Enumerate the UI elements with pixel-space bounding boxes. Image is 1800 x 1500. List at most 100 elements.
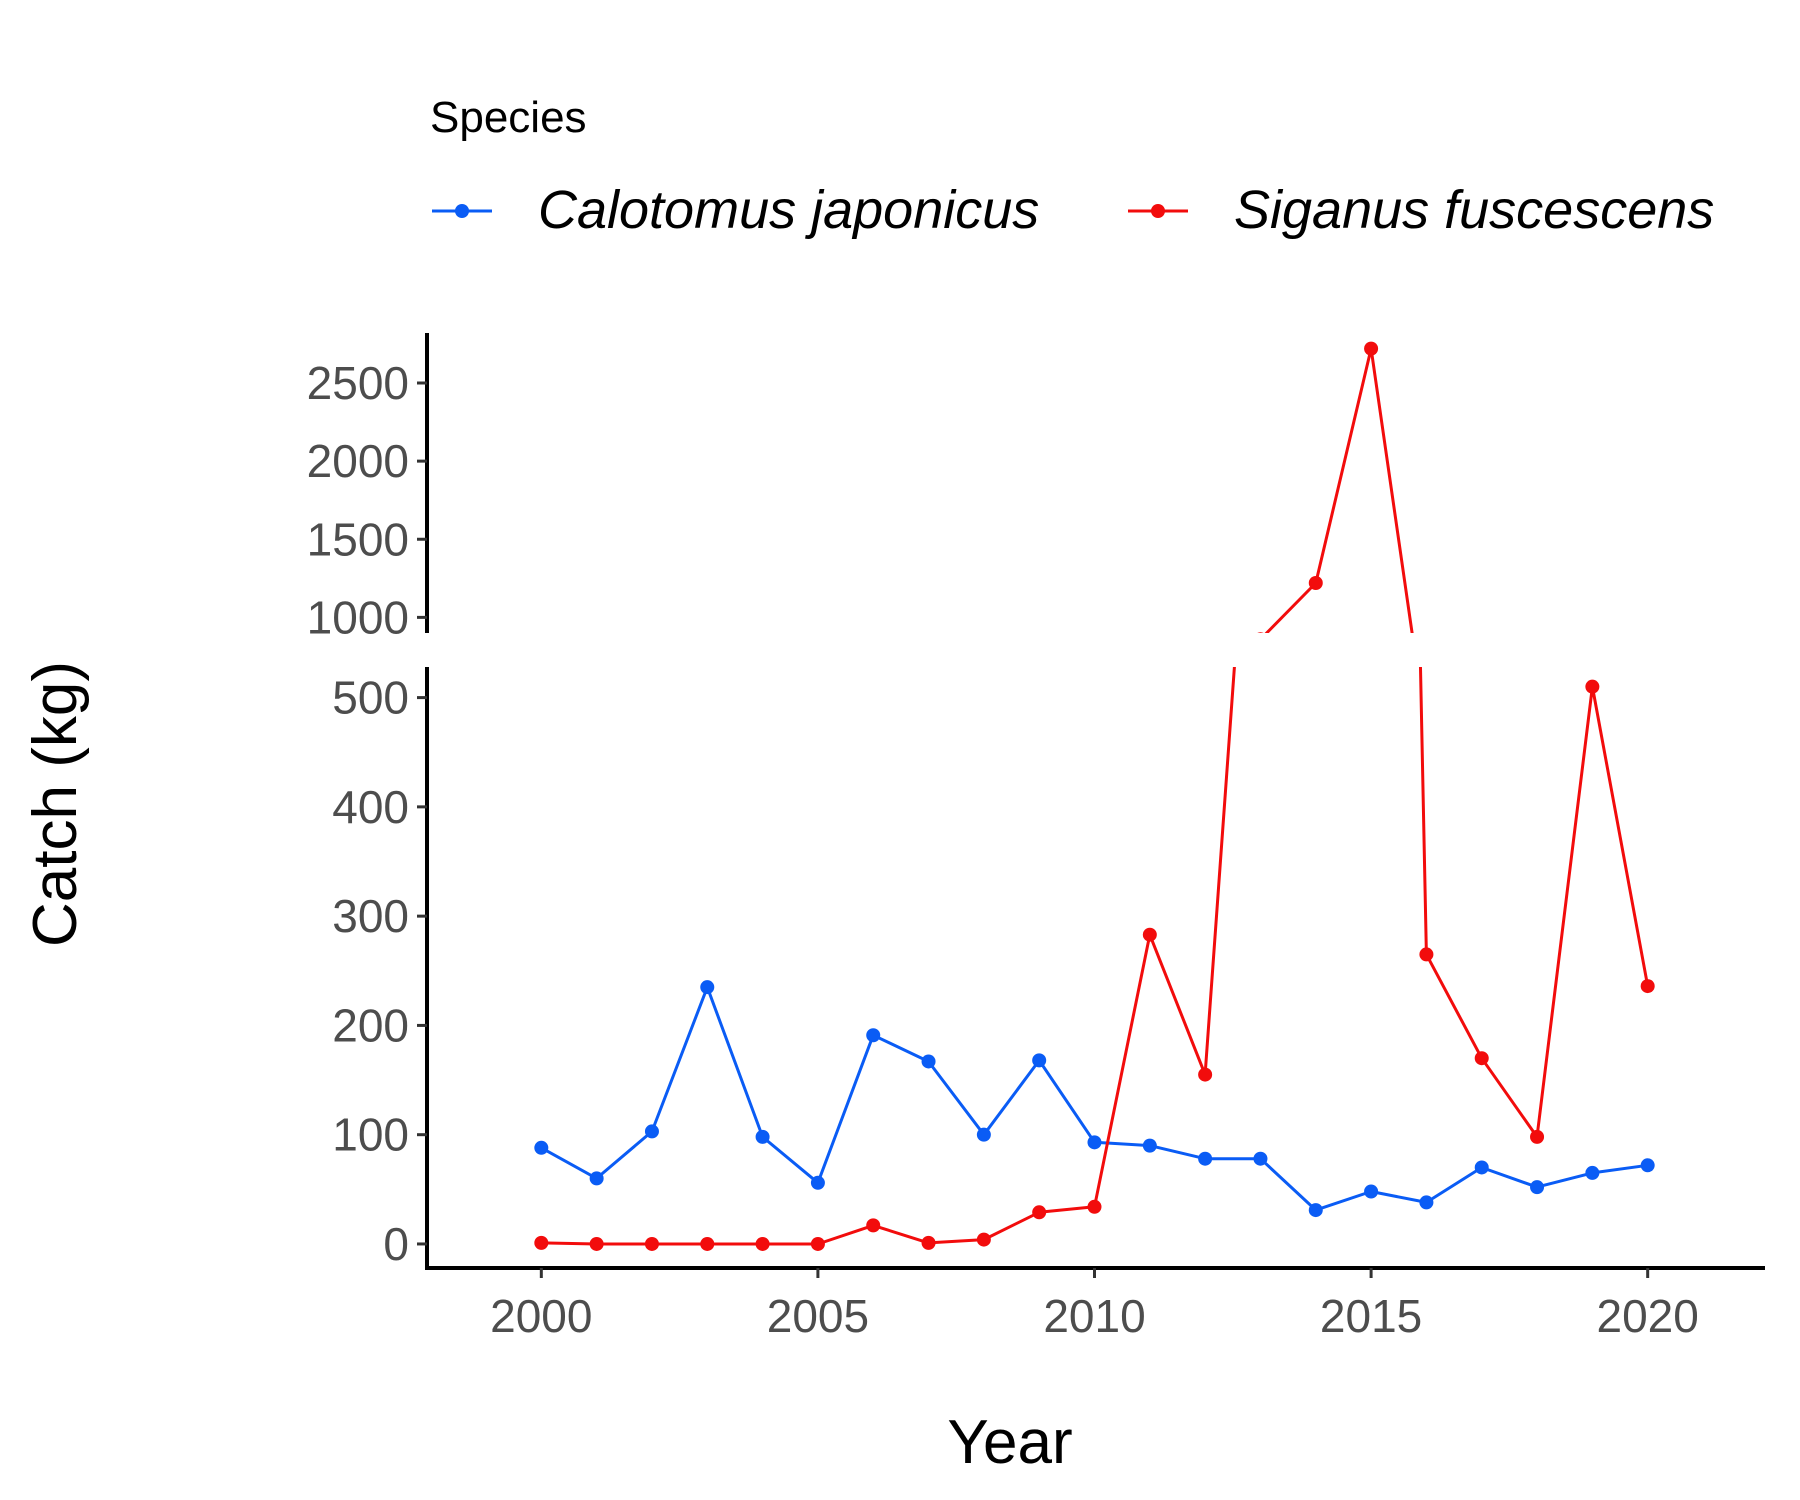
data-point-calotomus <box>1142 1138 1157 1153</box>
x-tick-label: 2015 <box>1320 1290 1422 1342</box>
data-point-calotomus <box>1364 759 1378 773</box>
data-point-siganus <box>921 1235 936 1250</box>
data-point-siganus <box>1308 576 1323 590</box>
series-line-siganus <box>1264 347 1414 633</box>
data-point-calotomus <box>1530 1180 1545 1195</box>
data-point-siganus <box>534 766 548 780</box>
data-point-calotomus <box>1253 1151 1268 1166</box>
legend-key-point-calotomus <box>455 204 469 218</box>
data-point-siganus <box>1032 762 1046 776</box>
y-tick-label: 2000 <box>307 435 409 487</box>
series-line-calotomus <box>540 985 1648 1212</box>
data-point-calotomus <box>645 751 659 765</box>
data-point-siganus <box>1530 751 1544 765</box>
y-tick-label: 0 <box>383 1218 409 1270</box>
series-line-calotomus <box>541 737 1647 769</box>
data-point-siganus <box>1585 679 1600 694</box>
data-point-calotomus <box>921 1054 936 1069</box>
y-tick-label: 200 <box>332 999 409 1051</box>
data-point-siganus <box>1032 1205 1047 1220</box>
data-point-calotomus <box>1253 754 1267 768</box>
data-point-calotomus <box>1087 1135 1102 1150</box>
data-point-calotomus <box>1198 1151 1213 1166</box>
data-point-siganus <box>1419 947 1434 962</box>
data-point-siganus <box>1475 740 1489 754</box>
data-point-calotomus <box>866 737 880 751</box>
data-point-calotomus <box>755 1129 770 1144</box>
series-calotomus-lower <box>534 980 1655 1218</box>
series-calotomus-upper <box>534 730 1654 776</box>
data-point-siganus <box>866 764 880 778</box>
data-point-siganus <box>810 1236 825 1251</box>
data-point-calotomus <box>756 751 770 765</box>
data-point-siganus <box>1530 1129 1545 1144</box>
data-point-siganus <box>1257 632 1264 633</box>
legend-key-point-siganus <box>1151 204 1165 218</box>
data-point-calotomus <box>589 1171 604 1186</box>
y-tick-label: 400 <box>332 781 409 833</box>
data-point-siganus <box>866 1218 881 1233</box>
data-point-calotomus <box>1475 756 1489 770</box>
x-tick-label: 2020 <box>1597 1290 1699 1342</box>
data-point-calotomus <box>1143 753 1157 767</box>
data-point-siganus <box>1198 1067 1213 1082</box>
series-siganus-upper <box>534 341 1655 781</box>
data-point-siganus <box>589 1236 604 1251</box>
data-point-calotomus <box>700 730 714 744</box>
data-point-siganus <box>922 766 936 780</box>
data-point-siganus <box>755 1236 770 1251</box>
data-point-calotomus <box>1640 1158 1655 1173</box>
data-point-calotomus <box>590 757 604 771</box>
data-point-siganus <box>1142 927 1157 942</box>
data-point-calotomus <box>1088 752 1102 766</box>
data-point-calotomus <box>1032 740 1046 754</box>
legend: Species Calotomus japonicus Siganus fusc… <box>430 93 1714 240</box>
data-point-calotomus <box>1419 1195 1434 1210</box>
data-point-siganus <box>700 1236 715 1251</box>
legend-item-calotomus: Calotomus japonicus <box>432 180 1039 240</box>
x-tick-label: 2005 <box>767 1290 869 1342</box>
data-point-siganus <box>1088 761 1102 775</box>
data-point-siganus <box>644 1236 659 1251</box>
data-point-siganus <box>1474 1051 1489 1066</box>
data-point-calotomus <box>700 980 715 995</box>
y-tick-label: 100 <box>332 1109 409 1161</box>
data-point-siganus <box>1641 730 1655 744</box>
data-point-siganus <box>1087 1199 1102 1214</box>
data-point-siganus <box>534 1235 549 1250</box>
data-point-siganus <box>756 767 770 781</box>
data-point-calotomus <box>922 741 936 755</box>
data-point-calotomus <box>534 753 548 767</box>
data-point-siganus <box>811 767 825 781</box>
data-point-calotomus <box>1474 1160 1489 1175</box>
x-tick-label: 2010 <box>1043 1290 1145 1342</box>
legend-title: Species <box>430 93 587 142</box>
legend-label-calotomus: Calotomus japonicus <box>538 180 1039 240</box>
y-tick-label: 2500 <box>307 357 409 409</box>
data-point-calotomus <box>1198 754 1212 768</box>
y-tick-label: 1500 <box>307 513 409 565</box>
data-point-calotomus <box>534 1140 549 1155</box>
data-point-calotomus <box>1309 762 1323 776</box>
data-point-siganus <box>1143 722 1157 736</box>
data-point-calotomus <box>976 1127 991 1142</box>
data-point-siganus <box>1253 297 1267 311</box>
series-layer <box>534 297 1655 1251</box>
data-point-siganus <box>700 767 714 781</box>
data-point-calotomus <box>1530 759 1544 773</box>
data-point-calotomus <box>1641 755 1655 769</box>
y-tick-label: 300 <box>332 890 409 942</box>
data-point-siganus <box>976 1232 991 1247</box>
data-point-calotomus <box>1585 756 1599 770</box>
data-point-siganus <box>977 766 991 780</box>
data-point-siganus <box>1640 979 1655 994</box>
y-axis-title: Catch (kg) <box>21 661 90 947</box>
legend-label-siganus: Siganus fuscescens <box>1234 180 1714 240</box>
data-point-calotomus <box>1032 1053 1047 1068</box>
x-axis-title: Year <box>947 1408 1072 1477</box>
data-point-siganus <box>590 767 604 781</box>
data-point-siganus <box>1364 341 1379 356</box>
data-point-calotomus <box>644 1124 659 1139</box>
legend-item-siganus: Siganus fuscescens <box>1128 180 1714 240</box>
